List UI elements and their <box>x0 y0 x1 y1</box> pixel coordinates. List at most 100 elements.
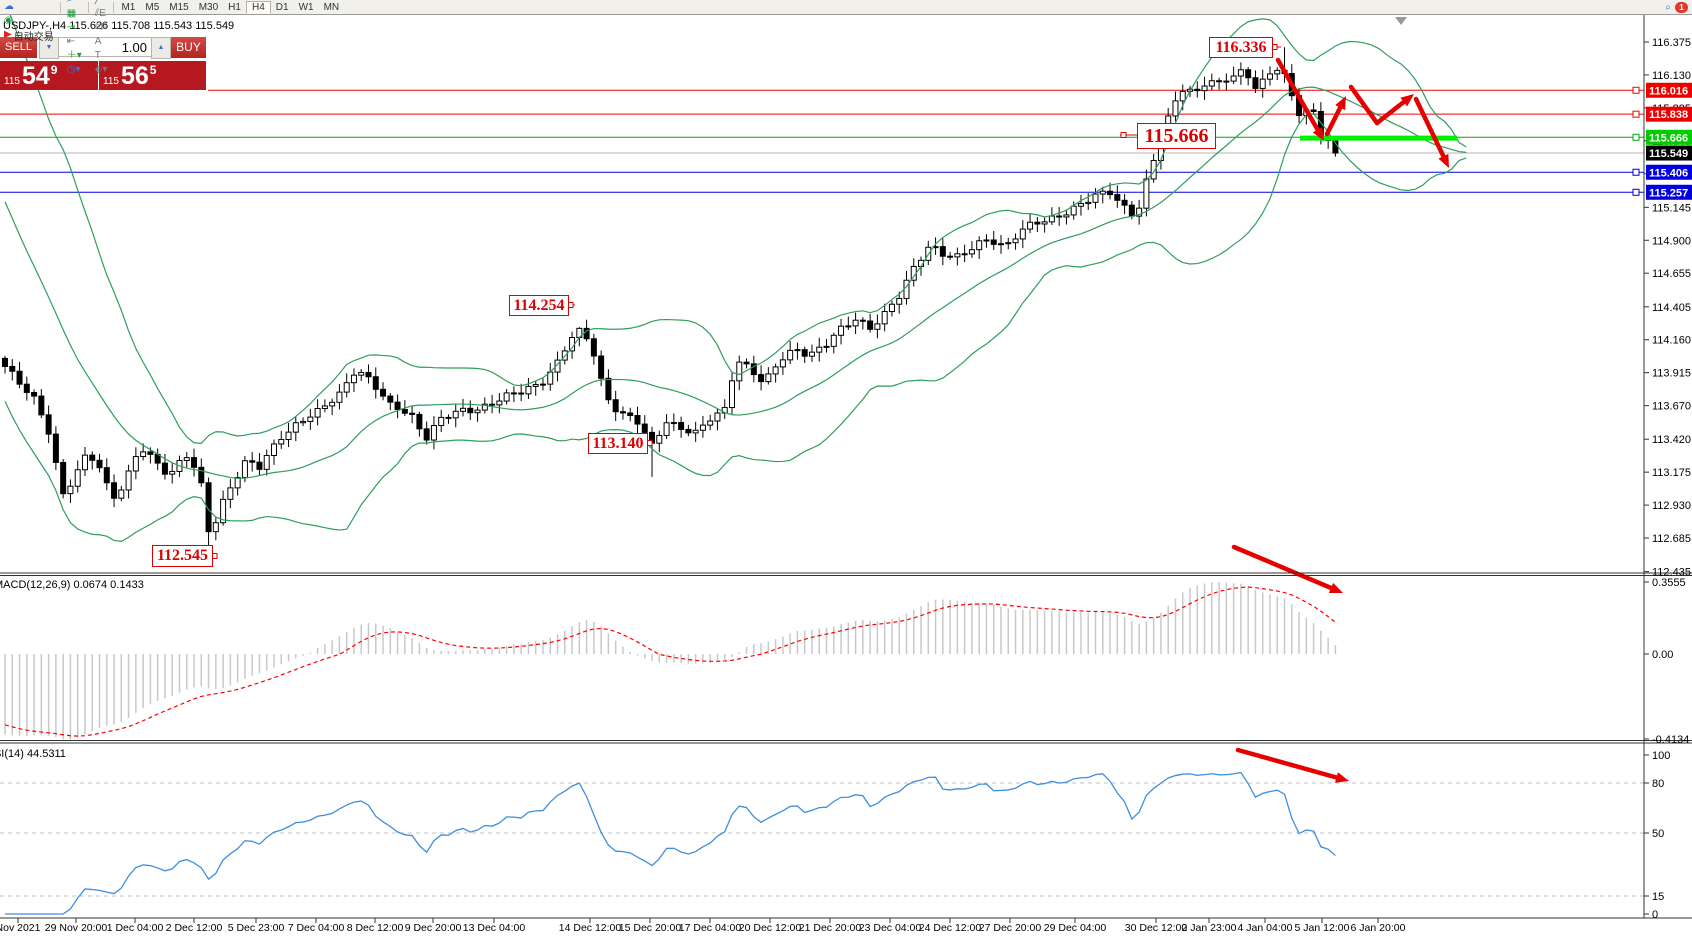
timeframe-m30-button[interactable]: M30 <box>198 1 219 13</box>
svg-text:100: 100 <box>1652 750 1670 762</box>
svg-text:30 Dec 12:00: 30 Dec 12:00 <box>1125 922 1188 934</box>
equidistant-channel-icon: ⫽E <box>94 8 106 19</box>
svg-text:112.435: 112.435 <box>1652 567 1691 579</box>
timeframe-mn-button[interactable]: MN <box>323 1 340 13</box>
bid-price-box[interactable]: 115 54 9 <box>0 61 98 90</box>
svg-text:24 Dec 12:00: 24 Dec 12:00 <box>919 922 982 934</box>
rsi-levels <box>0 782 1644 897</box>
svg-text:113.175: 113.175 <box>1652 467 1691 479</box>
callout-connectors <box>211 44 1281 559</box>
price-callout-115666[interactable]: 115.666 <box>1137 123 1216 149</box>
zoom-out-button[interactable]: ⌕− <box>63 0 86 7</box>
toolbar-separator <box>87 1 89 13</box>
sell-button[interactable]: SELL <box>0 37 37 58</box>
svg-text:29 Dec 04:00: 29 Dec 04:00 <box>1044 922 1107 934</box>
auto-scroll-button[interactable]: ⇥ <box>63 21 86 35</box>
volume-increase-button[interactable]: ▲ <box>151 37 171 59</box>
auto-trading-label: 自动交易 <box>13 31 54 43</box>
svg-text:6 Jan 20:00: 6 Jan 20:00 <box>1351 922 1406 934</box>
price-callout-113140[interactable]: 113.140 <box>588 433 648 454</box>
rsi-axis: 100 80 50 15 0 <box>1644 750 1670 921</box>
svg-text:-0.4134: -0.4134 <box>1652 734 1689 746</box>
timeframe-h1-button[interactable]: H1 <box>228 1 241 13</box>
svg-text:0.3555: 0.3555 <box>1652 577 1686 589</box>
price-callout-114254[interactable]: 114.254 <box>509 295 569 316</box>
svg-text:15 Dec 20:00: 15 Dec 20:00 <box>619 922 682 934</box>
auto-trading-icon: ▶ <box>4 29 12 40</box>
svg-text:115.145: 115.145 <box>1652 202 1691 214</box>
timeframe-h4-button[interactable]: H4 <box>245 0 271 14</box>
svg-text:115.257: 115.257 <box>1649 187 1688 199</box>
fibonacci-button[interactable]: ≡F <box>91 21 112 35</box>
timeframe-w1-button[interactable]: W1 <box>298 1 314 13</box>
trendline-button[interactable]: ╱ <box>91 0 112 7</box>
svg-text:112.930: 112.930 <box>1652 500 1691 512</box>
svg-text:5 Dec 23:00: 5 Dec 23:00 <box>228 922 285 934</box>
svg-text:116.130: 116.130 <box>1652 70 1691 82</box>
auto-trading-button[interactable]: ▶ 自动交易 <box>0 28 58 43</box>
auto-scroll-icon: ⇥ <box>66 22 76 33</box>
timeframe-m15-button[interactable]: M15 <box>169 1 189 13</box>
volume-input[interactable] <box>58 37 152 57</box>
text-label-icon: T <box>94 50 101 61</box>
trendline-icon: ╱ <box>95 0 101 5</box>
svg-text:115.838: 115.838 <box>1649 109 1688 121</box>
macd-signal-line <box>4 586 1336 737</box>
buy-button[interactable]: BUY <box>171 37 206 58</box>
svg-text:21 Dec 20:00: 21 Dec 20:00 <box>799 922 862 934</box>
timeframe-m5-button[interactable]: M5 <box>145 1 160 13</box>
svg-text:116.016: 116.016 <box>1649 85 1688 97</box>
svg-text:20 Dec 12:00: 20 Dec 12:00 <box>739 922 802 934</box>
svg-text:27 Dec 20:00: 27 Dec 20:00 <box>979 922 1042 934</box>
signals-button[interactable]: ◉ <box>0 14 58 28</box>
svg-text:115.666: 115.666 <box>1649 132 1688 144</box>
search-icon[interactable]: ⌕ <box>1665 1 1671 13</box>
toolbar-separator <box>113 1 115 13</box>
ask-prefix: 115 <box>103 76 119 87</box>
symbol-ohlc-info: USDJPY-,H4 115.626 115.708 115.543 115.5… <box>3 20 235 32</box>
timeframe-m1-button[interactable]: M1 <box>121 1 136 13</box>
timeframe-d1-button[interactable]: D1 <box>275 1 289 13</box>
svg-text:114.160: 114.160 <box>1652 335 1691 347</box>
macd-pane-label: MACD(12,26,9) 0.0674 0.1433 <box>0 579 144 591</box>
tile-windows-button[interactable]: ▦ <box>63 7 86 21</box>
scroll-marker-icon[interactable] <box>1395 17 1407 25</box>
price-callout-116336[interactable]: 116.336 <box>1209 37 1273 58</box>
svg-text:29 Nov 20:00: 29 Nov 20:00 <box>45 922 108 934</box>
svg-text:116.375: 116.375 <box>1652 37 1691 49</box>
price-callout-112545[interactable]: 112.545 <box>152 545 213 567</box>
svg-text:7 Dec 04:00: 7 Dec 04:00 <box>288 922 345 934</box>
svg-text:115.406: 115.406 <box>1649 167 1688 179</box>
svg-text:4 Jan 04:00: 4 Jan 04:00 <box>1238 922 1293 934</box>
shapes-button[interactable]: ⬖▾ <box>91 63 112 77</box>
trend-forecast-arrows[interactable] <box>1231 57 1449 783</box>
ask-pip: 5 <box>149 63 157 77</box>
chart-shift-button[interactable]: ⇤ <box>63 35 86 49</box>
svg-text:113.670: 113.670 <box>1652 401 1691 413</box>
price-axis[interactable]: 116.375116.130115.885115.640115.395115.1… <box>1632 37 1692 579</box>
pane-separators[interactable] <box>0 15 1692 919</box>
rsi-line <box>5 771 1336 915</box>
svg-text:114.655: 114.655 <box>1652 268 1691 280</box>
svg-text:8 Dec 12:00: 8 Dec 12:00 <box>347 922 404 934</box>
add-indicator-button[interactable]: ＋▾ <box>63 49 86 63</box>
chat-notification-icon[interactable]: 1 <box>1675 1 1688 13</box>
ask-price-box[interactable]: 115 56 5 <box>99 61 206 90</box>
chart-shift-icon: ⇤ <box>66 36 76 47</box>
period-clock-button[interactable]: ◷▾ <box>63 63 86 77</box>
add-indicator-icon: ＋▾ <box>66 50 82 61</box>
svg-text:14 Dec 12:00: 14 Dec 12:00 <box>559 922 622 934</box>
text-button[interactable]: A <box>91 35 112 49</box>
toolbar-separator <box>59 1 61 13</box>
signals-icon: ◉ <box>4 15 13 26</box>
bid-big-figure: 54 <box>21 62 50 90</box>
market-watch-button[interactable]: ☁ <box>0 0 58 14</box>
equidistant-channel-button[interactable]: ⫽E <box>91 7 112 21</box>
time-axis[interactable]: Nov 2021 29 Nov 20:00 1 Dec 04:00 2 Dec 12:… <box>0 918 1406 934</box>
text-label-button[interactable]: T <box>91 49 112 63</box>
macd-histogram <box>4 582 1337 740</box>
text-icon: A <box>94 36 102 47</box>
fibonacci-icon: ≡F <box>94 22 107 33</box>
svg-text:17 Dec 04:00: 17 Dec 04:00 <box>679 922 742 934</box>
